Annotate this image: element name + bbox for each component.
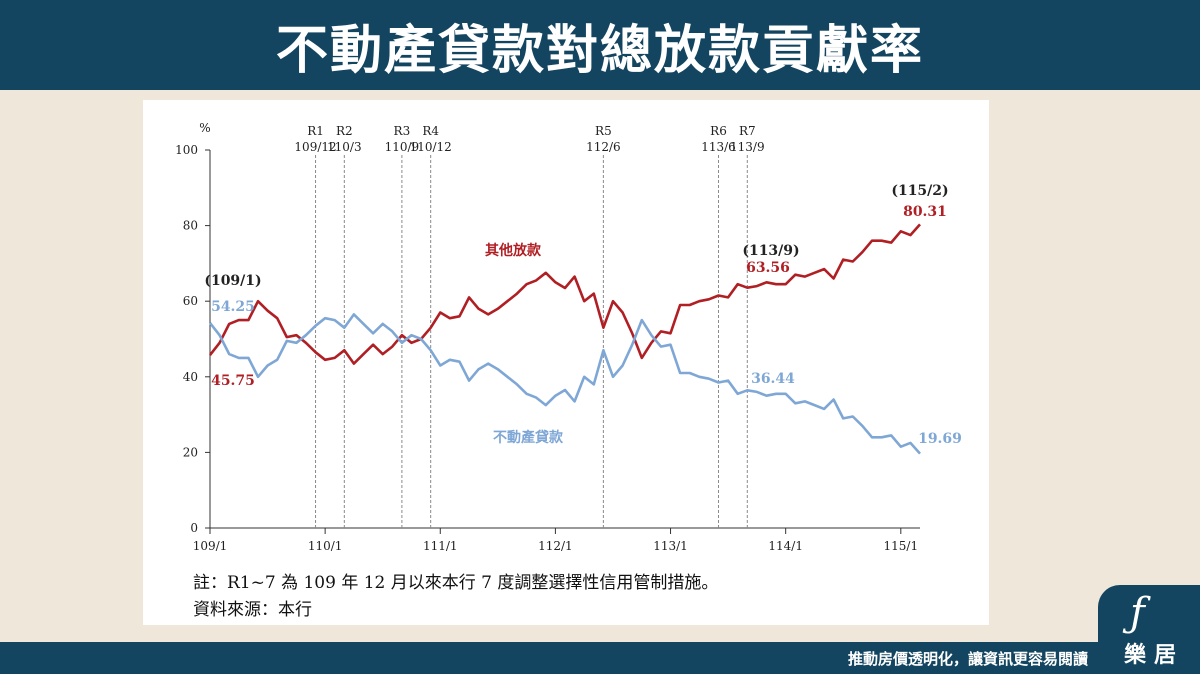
annotation-date: (113/9) (742, 243, 799, 259)
rule-date: 109/12 (294, 140, 336, 154)
chart-card: 0 20 40 60 80 100% 109/1 110/1 111/1 112/1 113/1 11… (143, 100, 989, 625)
data-label: 19.69 (918, 431, 962, 447)
rule-label: R7 (739, 124, 756, 138)
x-tick-label: 114/1 (768, 539, 803, 553)
rule-date: 110/9 (385, 140, 420, 154)
annotation-date: (115/2) (891, 183, 948, 199)
note-text: 註：R1~7 為 109 年 12 月以來本行 7 度調整選擇性信用管制措施。 (193, 573, 719, 593)
rule-label: R2 (336, 124, 353, 138)
y-tick-label: 20 (183, 445, 198, 459)
rule-date: 113/6 (701, 140, 736, 154)
rule-date: 110/12 (410, 140, 452, 154)
series-line (208, 223, 921, 365)
series-label: 不動產貸款 (493, 429, 564, 446)
source-text: 資料來源：本行 (193, 600, 312, 620)
data-label: 45.75 (211, 373, 255, 389)
rule-date: 113/9 (730, 140, 765, 154)
data-label: 80.31 (903, 204, 947, 220)
y-tick-label: 0 (190, 521, 198, 535)
x-tick-label: 110/1 (308, 539, 343, 553)
logo-text: 樂居 (1124, 643, 1185, 668)
x-tick-label: 111/1 (423, 539, 458, 553)
page-title: 不動產貸款對總放款貢獻率 (275, 20, 924, 81)
rule-label: R1 (307, 124, 324, 138)
data-label: 36.44 (751, 371, 795, 387)
rule-date: 112/6 (586, 140, 621, 154)
y-tick-label: 60 (183, 294, 198, 308)
y-axis-unit: % (199, 121, 210, 135)
title-banner: 不動產貸款對總放款貢獻率 (0, 0, 1200, 90)
y-tick-label: 40 (183, 370, 198, 384)
rule-label: R4 (422, 124, 439, 138)
x-tick-label: 112/1 (538, 539, 573, 553)
x-tick-label: 109/1 (193, 539, 228, 553)
data-label: 54.25 (211, 299, 255, 315)
annotation-date: (109/1) (204, 273, 261, 289)
x-tick-label: 113/1 (653, 539, 688, 553)
house-pen-icon: ƒ (1130, 590, 1145, 636)
line-chart: 0 20 40 60 80 100% 109/1 110/1 111/1 112/1 113/1 11… (175, 121, 962, 553)
y-tick-label: 100 (175, 143, 198, 157)
x-tick-label: 115/1 (884, 539, 919, 553)
series-label: 其他放款 (485, 242, 542, 259)
y-tick-label: 80 (183, 219, 198, 233)
series-line (208, 313, 921, 455)
rule-date: 110/3 (327, 140, 362, 154)
rule-label: R6 (710, 124, 727, 138)
rule-label: R5 (595, 124, 612, 138)
footer-tagline: 推動房價透明化，讓資訊更容易閱讀 (847, 650, 1088, 668)
rule-label: R3 (394, 124, 411, 138)
brand-logo: ƒ 樂居 (1098, 585, 1200, 674)
data-label: 63.56 (746, 260, 790, 276)
footer-bar: 推動房價透明化，讓資訊更容易閱讀 (0, 642, 1200, 674)
